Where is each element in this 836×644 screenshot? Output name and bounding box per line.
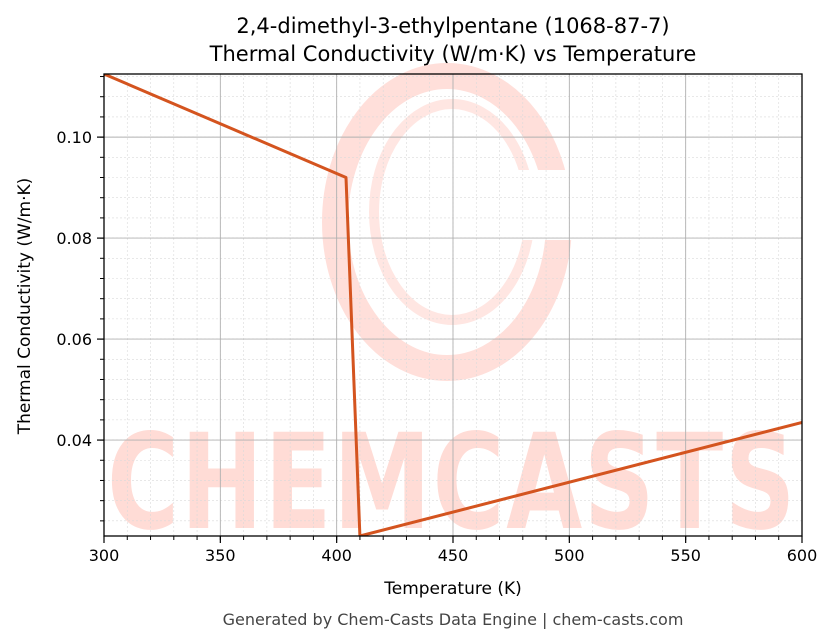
x-tick-label: 550: [670, 546, 701, 565]
y-axis-label: Thermal Conductivity (W/m·K): [15, 178, 35, 436]
y-tick-label: 0.06: [56, 330, 92, 349]
x-tick-label: 350: [205, 546, 236, 565]
series-line: [104, 74, 802, 536]
watermark: CHEMCASTS: [107, 63, 797, 560]
x-tick-label: 300: [89, 546, 120, 565]
ticks: [97, 76, 803, 543]
y-tick-label: 0.04: [56, 431, 92, 450]
y-tick-label: 0.10: [56, 128, 92, 147]
x-tick-label: 500: [554, 546, 585, 565]
series-layer: [104, 74, 802, 536]
x-tick-label: 450: [438, 546, 469, 565]
chart-title-line1: 2,4-dimethyl-3-ethylpentane (1068-87-7): [236, 14, 669, 38]
x-axis-label: Temperature (K): [383, 579, 522, 599]
x-tick-label: 400: [321, 546, 352, 565]
watermark-ring-gap: [488, 170, 578, 240]
x-tick-label: 600: [787, 546, 818, 565]
y-tick-label: 0.08: [56, 229, 92, 248]
chart-title-line2: Thermal Conductivity (W/m·K) vs Temperat…: [209, 42, 697, 66]
watermark-text: CHEMCASTS: [107, 406, 797, 560]
footer-credit: Generated by Chem-Casts Data Engine | ch…: [223, 610, 684, 629]
tick-labels: 300 350 400 450 500 550 600 0.04 0.06 0.08 0.10: [56, 128, 817, 565]
